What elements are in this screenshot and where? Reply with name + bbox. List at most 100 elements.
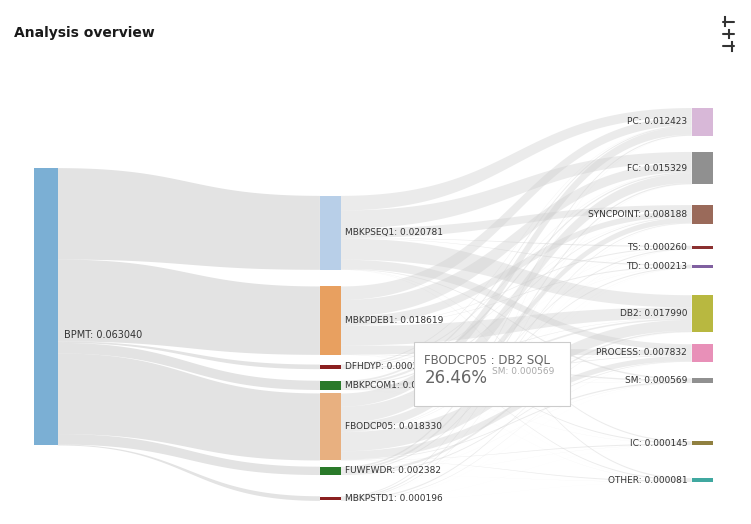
Polygon shape [341,267,692,367]
Polygon shape [341,183,692,471]
FancyBboxPatch shape [692,246,713,249]
Polygon shape [341,117,692,300]
Polygon shape [341,355,692,390]
Polygon shape [341,390,692,481]
Polygon shape [341,125,692,365]
Polygon shape [341,268,692,499]
Text: FBODCP05: 0.018330: FBODCP05: 0.018330 [345,422,442,431]
Polygon shape [341,381,692,390]
Polygon shape [341,152,692,228]
Polygon shape [341,224,692,499]
Polygon shape [341,162,692,316]
Text: MBKPSTD1: 0.000196: MBKPSTD1: 0.000196 [345,494,443,503]
Text: FBODCP05 : DB2 SQL: FBODCP05 : DB2 SQL [424,354,550,367]
Polygon shape [341,331,692,474]
Polygon shape [341,355,692,481]
FancyBboxPatch shape [320,381,341,390]
Polygon shape [341,269,692,442]
Polygon shape [341,249,692,472]
Polygon shape [341,475,692,482]
Text: IC: 0.000145: IC: 0.000145 [629,439,687,447]
Polygon shape [341,269,692,380]
Polygon shape [341,268,692,472]
Text: SM: 0.000569: SM: 0.000569 [492,367,554,376]
Polygon shape [341,267,692,432]
Polygon shape [341,362,692,501]
Polygon shape [341,126,692,383]
FancyBboxPatch shape [692,441,713,445]
Polygon shape [341,482,692,501]
FancyBboxPatch shape [34,168,58,445]
Polygon shape [341,369,692,481]
Polygon shape [341,217,692,386]
Text: MBKPDEB1: 0.018619: MBKPDEB1: 0.018619 [345,316,444,325]
Polygon shape [341,270,692,479]
Polygon shape [341,381,692,460]
Text: Analysis overview: Analysis overview [14,26,154,40]
FancyBboxPatch shape [320,394,341,461]
Polygon shape [341,355,692,444]
Polygon shape [341,247,692,326]
FancyBboxPatch shape [414,342,570,406]
Polygon shape [341,205,692,238]
Text: FUWFWDR: 0.002382: FUWFWDR: 0.002382 [345,466,442,475]
Text: FC: 0.015329: FC: 0.015329 [627,163,687,172]
Text: PROCESS: 0.007832: PROCESS: 0.007832 [596,348,687,357]
Polygon shape [341,308,692,345]
Polygon shape [341,444,692,461]
FancyBboxPatch shape [692,378,713,383]
Polygon shape [341,248,692,367]
Polygon shape [341,445,692,501]
Polygon shape [341,355,692,369]
Polygon shape [58,434,320,475]
Polygon shape [341,135,692,468]
Polygon shape [341,356,692,460]
Polygon shape [341,238,692,247]
Polygon shape [341,172,692,367]
Polygon shape [341,216,692,367]
FancyBboxPatch shape [320,365,341,369]
Polygon shape [341,383,692,475]
Polygon shape [58,354,320,461]
Polygon shape [341,260,692,350]
FancyBboxPatch shape [692,108,713,136]
Polygon shape [341,266,692,326]
Polygon shape [341,223,692,472]
Polygon shape [341,249,692,499]
Polygon shape [341,184,692,498]
FancyBboxPatch shape [320,497,341,500]
Text: TD: 0.000213: TD: 0.000213 [626,262,687,271]
Polygon shape [341,354,692,381]
Text: BPMT: 0.063040: BPMT: 0.063040 [64,330,142,340]
Polygon shape [341,238,692,308]
Polygon shape [341,136,692,497]
FancyBboxPatch shape [320,467,341,475]
Text: PC: 0.012423: PC: 0.012423 [627,117,687,126]
Polygon shape [341,173,692,423]
Text: 26.46%: 26.46% [424,369,487,387]
Polygon shape [341,320,692,451]
Polygon shape [341,172,692,385]
Polygon shape [341,127,692,407]
Polygon shape [58,259,320,355]
Text: MBKPCOM1: 0.002399: MBKPCOM1: 0.002399 [345,381,446,390]
Polygon shape [58,342,320,369]
FancyBboxPatch shape [692,478,713,482]
Polygon shape [341,361,692,475]
Polygon shape [58,343,320,390]
FancyBboxPatch shape [692,295,713,332]
Polygon shape [341,211,692,325]
FancyBboxPatch shape [320,287,341,355]
Polygon shape [341,369,692,381]
Text: TS: 0.000260: TS: 0.000260 [627,243,687,252]
Polygon shape [341,267,692,386]
Text: DFHDYP: 0.000333: DFHDYP: 0.000333 [345,363,430,372]
Polygon shape [58,168,320,270]
Polygon shape [58,444,320,501]
Polygon shape [341,332,692,500]
Polygon shape [341,238,692,266]
Polygon shape [341,248,692,432]
Polygon shape [341,390,692,444]
FancyBboxPatch shape [692,205,713,224]
Polygon shape [341,248,692,386]
